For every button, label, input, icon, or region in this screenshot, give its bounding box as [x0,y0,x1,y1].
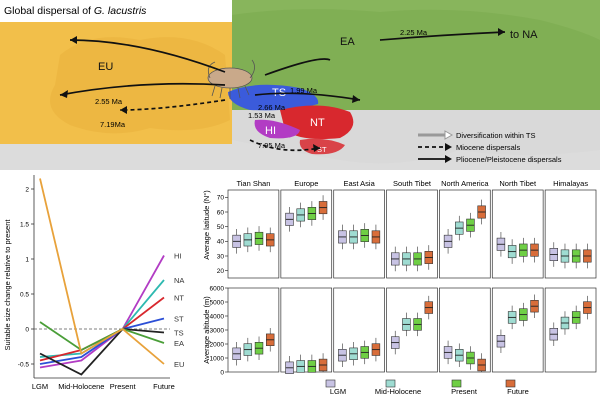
lc-series-label-ea: EA [174,339,184,348]
lc-ytick-label: 0.5 [20,292,29,299]
box-panel-content: Tian Shan 70 60 50 40 30 20 6000 5000 4000 3000 200… [210,179,597,376]
latitude-ylabel: Average latitude (N°) [202,190,211,260]
lc-series-label-na: NA [174,276,184,285]
arrow-to-ea [264,58,331,76]
lc-xtick-label: LGM [32,382,48,391]
dispersal-arrows [59,31,506,152]
legend-diversification-text: Diversification within TS [456,131,535,140]
lc-ytick-label: -0.5 [18,362,30,369]
lc-xtick-label: Mid-Holocene [58,382,104,391]
arrow-miocene-st [249,139,321,152]
group-title: Tian Shan [236,179,270,188]
lc-series-label-nt: NT [174,294,184,303]
label-nt: NT [310,117,325,129]
line-chart: Suitable size change relative to present… [3,175,184,391]
bp-ytick-label: 70 [217,195,225,202]
group-title: North Tibet [499,179,537,188]
group-title: North America [441,179,489,188]
lc-series-label-eu: EU [174,360,184,369]
date-2-66: 2.66 Ma [258,103,286,112]
map-legend: Diversification within TS Miocene disper… [418,130,562,164]
lc-ytick-label: 1 [25,257,29,264]
bp-ytick-label: 6000 [210,285,225,292]
label-na: to NA [510,29,538,41]
date-7-19: 7.19Ma [100,120,126,129]
lc-series-label-hi: HI [174,252,182,261]
lc-ytick-label: 1.5 [20,222,29,229]
arrow-to-na [379,31,506,41]
legend-swatch-2 [451,379,462,388]
hi-region [254,119,300,139]
ts-region [228,84,319,111]
st-region [299,138,345,155]
date-7-95: 7.95 Ma [258,141,286,150]
label-hi: HI [265,125,276,137]
ea-landmass [232,9,600,111]
label-eu: EU [98,61,113,73]
legend-swatch-3 [505,379,516,388]
lc-series-label-st: ST [174,315,184,324]
arrow-to-eu-west [59,82,226,96]
legend-label-1: Mid-Holocene [375,387,421,396]
line-chart-ylabel: Suitable size change relative to present [3,219,12,351]
amphipod-illustration [207,59,255,99]
arrow-heads [60,28,505,152]
lc-series-ea [39,321,165,352]
lc-series-label-ts: TS [174,329,184,338]
bp-ytick-label: 5000 [210,299,225,306]
lc-series-ts [39,328,165,376]
label-st: ST [317,145,327,154]
arrow-to-eu-north [69,39,226,73]
legend-miocene-text: Miocene dispersals [456,143,520,152]
altitude-ylabel: Average altitude (m) [202,296,211,364]
date-1-99: 1.99 Ma [290,86,318,95]
bp-ytick-label: 20 [217,268,225,275]
map-panel: Global dispersal of G. lacustris EU EA t… [0,0,600,170]
lc-series-eu [39,178,165,365]
legend-swatch-1 [385,379,396,388]
panel-frame [491,189,544,279]
panel-frame [386,287,438,373]
bp-ytick-label: 0 [220,369,224,376]
bp-ytick-label: 50 [217,224,225,231]
lc-series-st [39,317,165,365]
box-panels: Average latitude (N°) Average altitude (… [202,179,597,396]
bp-ytick-label: 60 [217,209,225,216]
lc-xtick-label: Future [153,382,175,391]
arrow-to-nt [254,92,361,101]
box-legend: LGM Mid-Holocene Present Future [325,379,529,396]
group-title: Europe [294,179,318,188]
label-ea: EA [340,36,355,48]
panel-frame [439,189,491,279]
bp-ytick-label: 30 [217,253,225,260]
line-chart-series [39,178,165,376]
group-title: Himalayas [553,179,588,188]
legend-swatch-0 [325,379,336,388]
date-2-55: 2.55 Ma [95,97,123,106]
bp-ytick-label: 4000 [210,313,225,320]
group-title: East Asia [344,179,376,188]
panel-frame [544,189,597,279]
bp-ytick-label: 1000 [210,355,225,362]
bp-ytick-label: 2000 [210,341,225,348]
legend-plio-text: Pliocene/Pleistocene dispersals [456,155,562,164]
bp-ytick-label: 3000 [210,327,225,334]
lc-xtick-label: Present [110,382,137,391]
arrow-miocene-west [119,99,226,111]
legend-label-2: Present [451,387,478,396]
bp-ytick-label: 40 [217,239,225,246]
legend-label-3: Future [507,387,529,396]
lc-ytick-label: 2 [25,187,29,194]
group-title: South Tibet [393,179,432,188]
figure-title: Global dispersal of G. lacustris [4,5,147,17]
legend-label-0: LGM [330,387,346,396]
date-1-53: 1.53 Ma [248,111,276,120]
line-chart-axes: 2 1.5 1 0.5 0 -0.5 LGM Mid-Holocene Present Futur… [18,175,175,391]
date-2-25: 2.25 Ma [400,28,428,37]
lc-ytick-label: 0 [25,327,29,334]
